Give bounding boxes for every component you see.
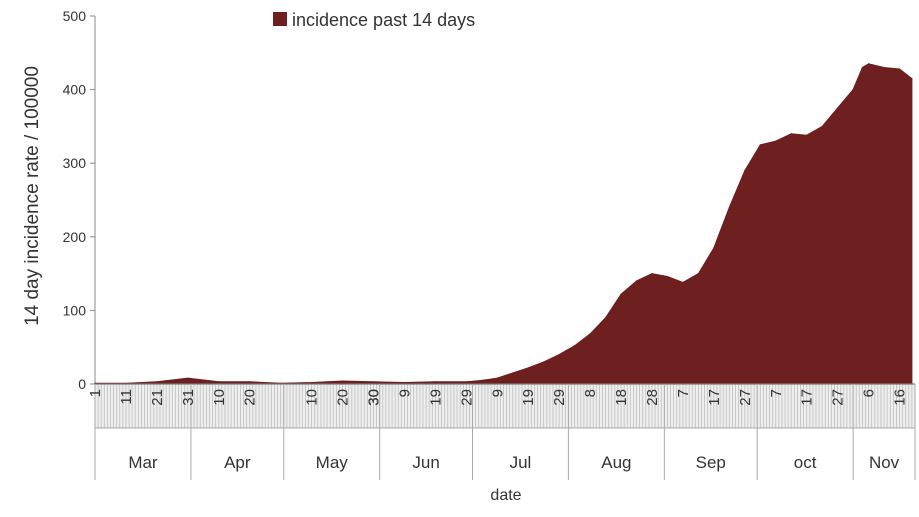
data-point: [465, 381, 467, 383]
data-point: [837, 107, 839, 109]
data-point: [713, 247, 715, 249]
data-point: [558, 353, 560, 356]
y-tick-label: 500: [63, 8, 87, 24]
month-label: Apr: [224, 453, 251, 472]
data-point: [898, 68, 901, 70]
series-area-incidence: [94, 63, 913, 385]
day-tick-label: 7: [675, 389, 692, 397]
data-point: [372, 381, 375, 383]
day-tick-label: 27: [737, 389, 754, 406]
day-tick-label: 30: [365, 389, 382, 406]
data-point: [867, 63, 870, 65]
day-tick-label: 7: [768, 389, 785, 397]
y-axis: 0 100 200 300 400 500: [63, 8, 96, 392]
day-tick-label: 9: [396, 389, 413, 397]
data-point: [883, 66, 885, 69]
day-tick-label: 16: [892, 389, 909, 406]
data-point: [496, 377, 498, 379]
data-point: [218, 381, 220, 383]
data-point: [311, 381, 313, 384]
legend: incidence past 14 days: [273, 10, 475, 30]
month-label: Mar: [128, 453, 158, 472]
data-point: [651, 273, 653, 275]
month-label: Nov: [869, 453, 900, 472]
data-point: [728, 206, 730, 208]
data-point: [775, 140, 777, 142]
day-tick-label: 21: [149, 389, 166, 406]
data-point: [249, 381, 251, 383]
day-tick-label: 31: [180, 389, 197, 406]
x-axis-day-strip: [95, 384, 915, 428]
data-point: [481, 379, 483, 381]
data-point: [589, 333, 591, 335]
month-label: Aug: [601, 453, 631, 472]
month-label: Jun: [412, 453, 439, 472]
data-point: [790, 133, 792, 135]
day-tick-label: 28: [644, 389, 661, 406]
month-label: Sep: [696, 453, 726, 472]
y-tick-label: 100: [63, 302, 87, 318]
data-point: [156, 381, 158, 383]
day-tick-label: 18: [613, 389, 630, 406]
day-tick-label: 6: [861, 389, 878, 397]
day-tick-label: 11: [118, 389, 135, 405]
month-label: oct: [794, 453, 817, 472]
month-label: May: [316, 453, 349, 472]
day-tick-label: 30: [365, 389, 382, 406]
data-point: [852, 89, 854, 91]
day-tick-label: 19: [520, 389, 537, 406]
data-point: [697, 273, 700, 275]
month-label: Jul: [510, 453, 532, 472]
data-point: [759, 144, 761, 146]
data-point: [187, 377, 189, 379]
day-tick-label: 10: [211, 389, 228, 406]
day-tick-label: 20: [335, 389, 352, 406]
day-tick-label: 1: [87, 389, 104, 397]
data-point: [744, 169, 746, 172]
data-point: [861, 66, 864, 69]
day-tick-label: 29: [458, 389, 475, 406]
day-tick-label: 19: [427, 389, 444, 406]
day-tick-label: 29: [551, 389, 568, 406]
data-point: [821, 125, 823, 127]
y-axis-title-group: 14 day incidence rate / 100000: [22, 66, 43, 326]
data-point: [682, 281, 684, 284]
day-tick-label: 17: [799, 389, 816, 406]
data-point: [403, 381, 406, 384]
data-point: [434, 381, 436, 383]
data-point: [543, 361, 545, 363]
y-tick-label: 300: [63, 155, 87, 171]
day-tick-label: 27: [830, 389, 847, 406]
legend-label: incidence past 14 days: [292, 10, 475, 30]
day-tick-label: 17: [706, 389, 723, 406]
legend-swatch: [273, 12, 287, 26]
day-tick-label: 9: [489, 389, 506, 397]
plot-area: [94, 63, 913, 385]
data-point: [620, 293, 622, 295]
data-point: [527, 367, 529, 369]
day-tick-label: 10: [304, 389, 321, 406]
x-axis-title: date: [490, 487, 521, 504]
data-point: [635, 280, 638, 282]
data-point: [574, 345, 576, 347]
y-tick-label: 0: [78, 376, 86, 392]
y-tick-label: 200: [63, 229, 87, 245]
data-point: [604, 317, 607, 319]
y-axis-title: 14 day incidence rate / 100000: [22, 66, 43, 326]
y-tick-label: 400: [63, 82, 87, 98]
data-point: [341, 380, 344, 382]
data-point: [806, 134, 808, 136]
data-point: [512, 372, 514, 374]
data-point: [911, 77, 913, 80]
day-tick-label: 20: [242, 389, 259, 406]
day-tick-label: 8: [582, 389, 599, 397]
data-point: [666, 275, 669, 278]
